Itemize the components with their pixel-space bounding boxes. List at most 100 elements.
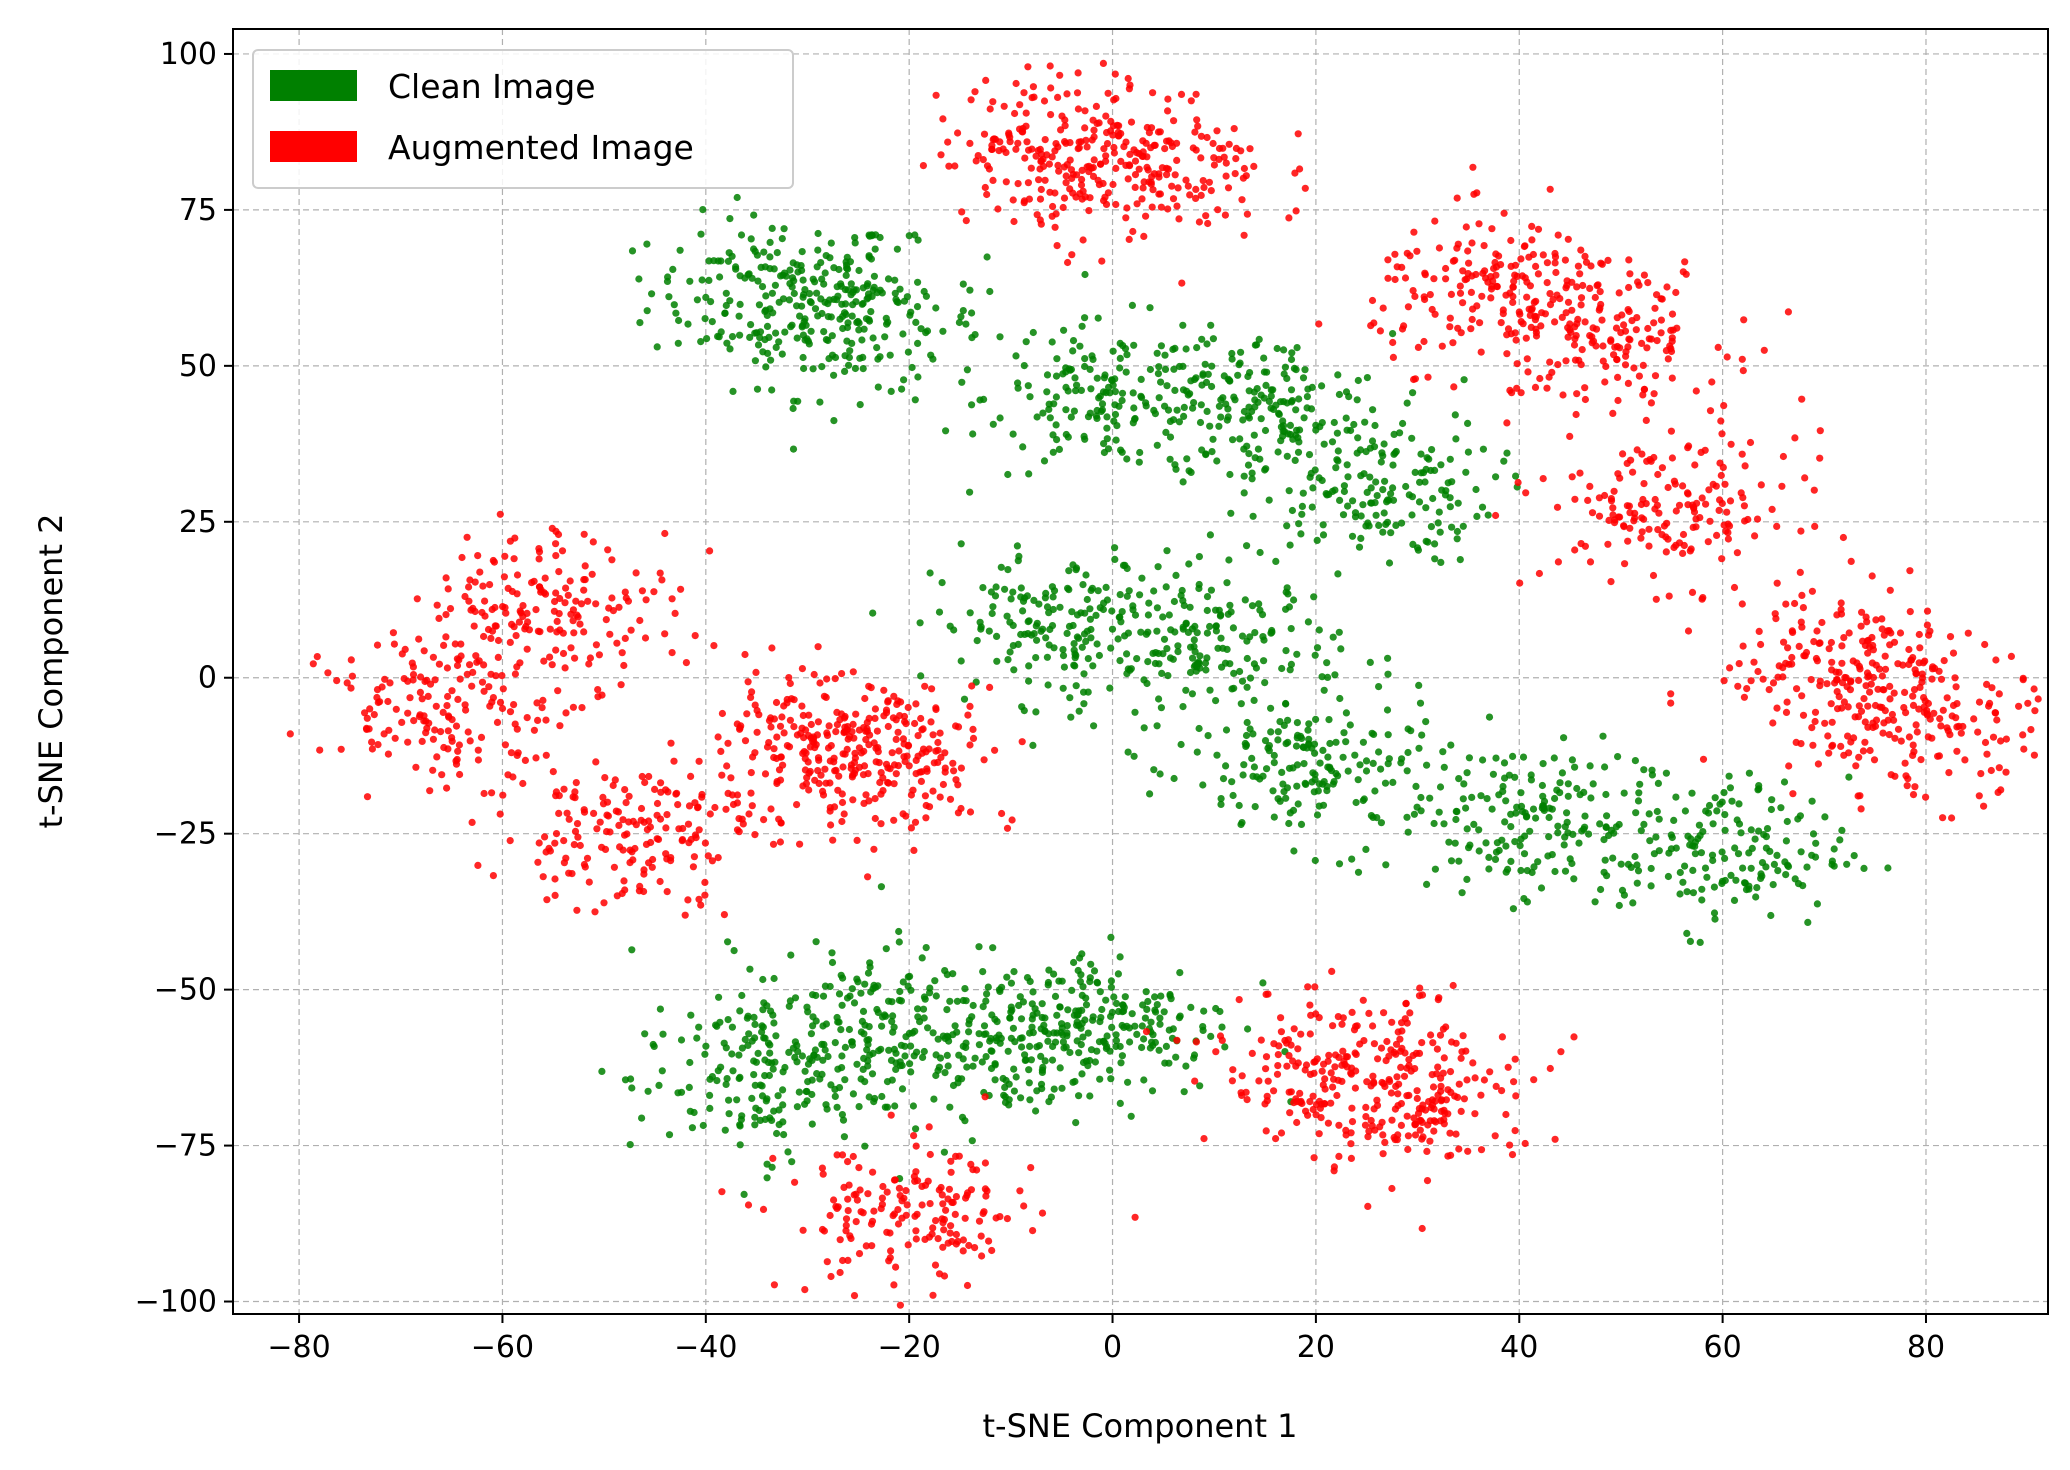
scatter-point <box>1221 211 1229 219</box>
scatter-point <box>1045 160 1053 168</box>
scatter-point <box>1118 1052 1126 1060</box>
scatter-point <box>1546 1064 1554 1073</box>
scatter-point <box>1020 362 1028 370</box>
scatter-point <box>1400 1072 1409 1080</box>
scatter-point <box>1433 1045 1441 1053</box>
scatter-point <box>1151 141 1159 149</box>
scatter-point <box>987 1047 995 1055</box>
scatter-point <box>1511 838 1519 846</box>
scatter-point <box>1149 89 1157 97</box>
scatter-point <box>1653 337 1661 345</box>
scatter-point <box>1442 275 1450 283</box>
scatter-point <box>462 706 470 714</box>
scatter-point <box>1168 182 1176 190</box>
scatter-point <box>1625 502 1633 510</box>
scatter-point <box>1720 789 1728 797</box>
scatter-point <box>1860 864 1868 873</box>
scatter-point <box>678 837 686 845</box>
scatter-point <box>1095 119 1103 127</box>
scatter-point <box>1194 122 1202 130</box>
scatter-point <box>1492 1082 1500 1090</box>
scatter-point <box>1261 679 1269 687</box>
scatter-point <box>916 619 924 627</box>
scatter-point <box>1989 733 1998 741</box>
scatter-point <box>1216 1032 1225 1040</box>
scatter-point <box>1430 819 1438 828</box>
scatter-point <box>1117 446 1125 454</box>
scatter-point <box>1325 716 1333 724</box>
scatter-point <box>925 1123 933 1131</box>
scatter-point <box>1232 155 1240 163</box>
scatter-point <box>1534 858 1542 866</box>
scatter-point <box>808 1056 816 1064</box>
scatter-point <box>920 287 928 296</box>
scatter-point <box>1949 701 1958 710</box>
scatter-point <box>1192 185 1200 193</box>
scatter-point <box>1292 1095 1300 1103</box>
scatter-point <box>1551 259 1559 267</box>
scatter-point <box>1224 610 1232 618</box>
scatter-point <box>1752 893 1760 901</box>
scatter-point <box>1431 540 1439 548</box>
scatter-point <box>770 753 778 762</box>
scatter-point <box>1404 725 1412 733</box>
scatter-point <box>1207 321 1215 329</box>
scatter-point <box>1187 1003 1195 1012</box>
scatter-point <box>1265 496 1273 504</box>
scatter-point <box>365 725 373 733</box>
scatter-point <box>798 1052 807 1060</box>
scatter-point <box>968 309 976 317</box>
scatter-point <box>923 767 931 775</box>
scatter-point <box>1017 1094 1025 1102</box>
scatter-point <box>347 656 355 664</box>
scatter-point <box>900 712 909 721</box>
scatter-point <box>1224 405 1232 413</box>
scatter-point <box>1768 796 1776 804</box>
scatter-point <box>1213 127 1221 135</box>
scatter-point <box>1717 471 1725 480</box>
scatter-point <box>1615 820 1623 829</box>
scatter-point <box>752 668 760 677</box>
scatter-point <box>1909 741 1917 749</box>
scatter-point <box>1667 699 1675 707</box>
scatter-point <box>1876 703 1884 711</box>
scatter-point <box>865 1023 873 1031</box>
scatter-point <box>1986 699 1994 708</box>
scatter-point <box>1521 832 1529 840</box>
scatter-point <box>840 810 848 818</box>
scatter-point <box>1935 667 1943 675</box>
scatter-point <box>830 371 838 379</box>
scatter-point <box>1503 419 1511 427</box>
scatter-point <box>1576 791 1584 799</box>
scatter-point <box>1463 825 1471 833</box>
scatter-point <box>1028 1023 1036 1031</box>
scatter-point <box>1017 1015 1026 1023</box>
scatter-point <box>751 1113 759 1121</box>
scatter-point <box>1437 1107 1446 1115</box>
scatter-point <box>562 709 570 717</box>
scatter-point <box>534 858 542 866</box>
scatter-point <box>752 1058 761 1066</box>
scatter-point <box>456 770 464 779</box>
scatter-point <box>1037 220 1045 228</box>
scatter-point <box>839 324 847 333</box>
scatter-point <box>1040 457 1049 465</box>
scatter-point <box>598 1067 606 1075</box>
scatter-point <box>681 911 689 919</box>
scatter-point <box>540 657 548 665</box>
scatter-point <box>1068 986 1076 995</box>
scatter-point <box>662 824 670 832</box>
scatter-point <box>1492 848 1501 856</box>
scatter-point <box>1370 1105 1378 1113</box>
scatter-point <box>1733 549 1741 557</box>
scatter-point <box>947 1157 955 1165</box>
scatter-point <box>1332 464 1340 472</box>
scatter-point <box>754 277 762 285</box>
scatter-point <box>1777 804 1785 812</box>
scatter-point <box>1586 558 1595 566</box>
scatter-point <box>1239 174 1247 182</box>
scatter-point <box>1285 819 1293 828</box>
scatter-point <box>805 732 813 740</box>
scatter-point <box>658 576 666 584</box>
scatter-point <box>869 334 877 342</box>
